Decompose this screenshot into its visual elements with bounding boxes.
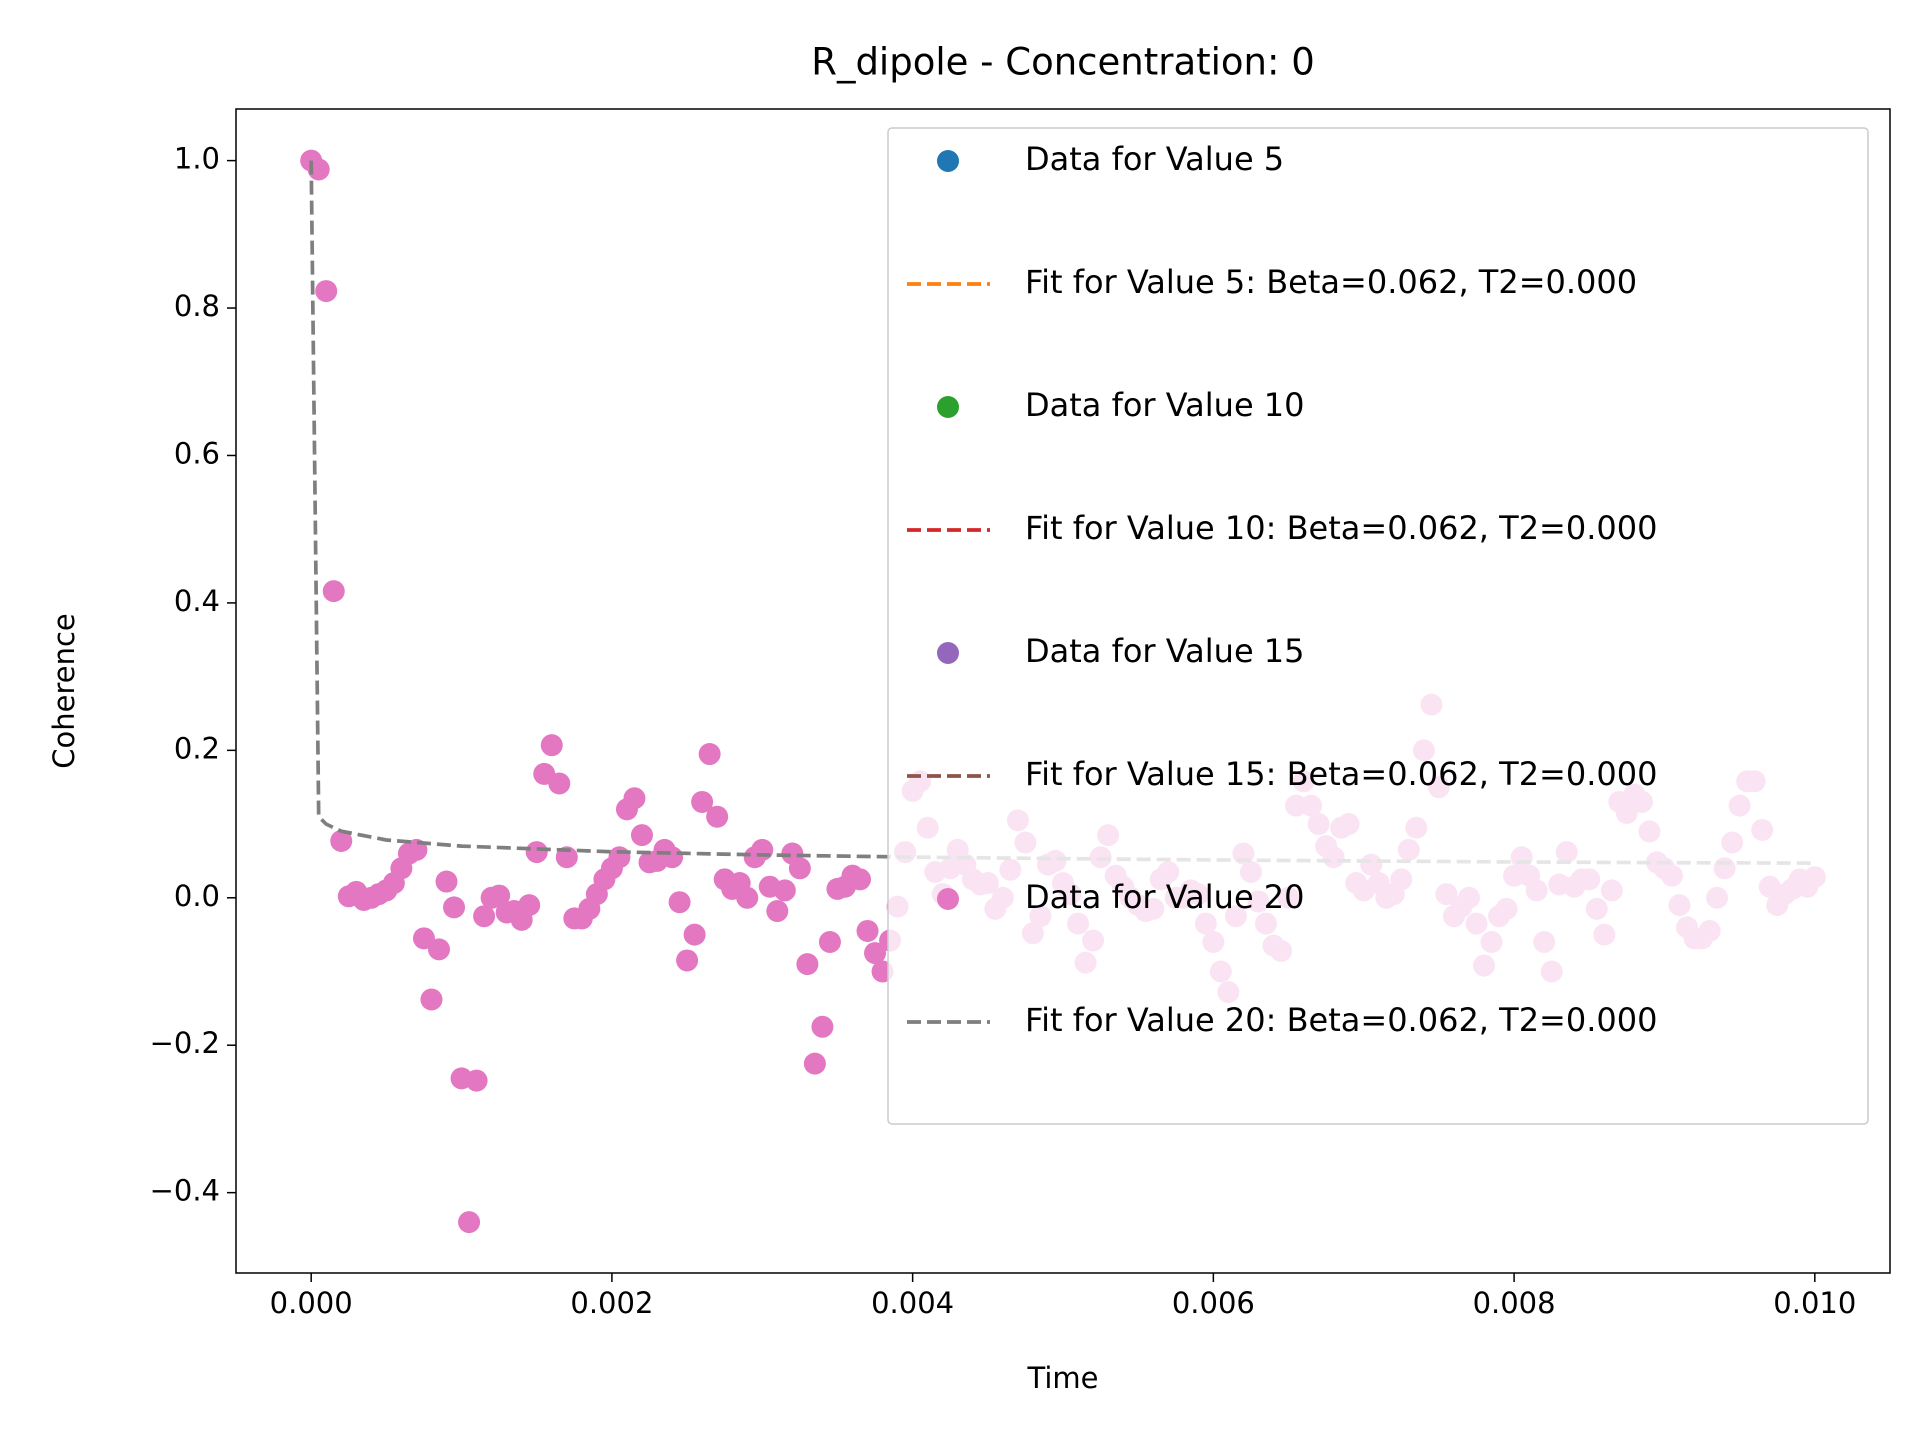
x-tick-label: 0.010 (1773, 1286, 1856, 1320)
y-axis-label: Coherence (47, 613, 81, 769)
data-point (458, 1211, 481, 1234)
data-point (540, 734, 563, 757)
y-tick-label: 0.2 (174, 731, 220, 765)
data-point (766, 900, 789, 923)
data-point (811, 1015, 834, 1038)
legend-label: Data for Value 15 (1025, 632, 1305, 670)
y-tick-label: 0.6 (174, 436, 220, 470)
data-point (555, 846, 578, 869)
data-point (465, 1069, 488, 1092)
data-point (608, 846, 631, 869)
legend-marker (937, 150, 959, 172)
x-axis-label: Time (1027, 1361, 1099, 1395)
y-tick-label: 0.0 (174, 879, 220, 913)
data-point (698, 743, 721, 766)
data-point (849, 868, 872, 891)
data-point (443, 896, 466, 919)
y-tick-label: 1.0 (174, 142, 220, 176)
data-point (668, 891, 691, 914)
data-point (435, 870, 458, 893)
data-point (691, 790, 714, 813)
x-tick-label: 0.002 (570, 1286, 653, 1320)
legend-label: Fit for Value 20: Beta=0.062, T2=0.000 (1025, 1001, 1657, 1039)
y-tick-label: 0.4 (174, 584, 220, 618)
y-tick-label: 0.8 (174, 289, 220, 323)
x-tick-label: 0.004 (871, 1286, 954, 1320)
legend-label: Fit for Value 5: Beta=0.062, T2=0.000 (1025, 263, 1637, 301)
legend: Data for Value 5 Fit for Value 5: Beta=0.… (887, 127, 1869, 1125)
legend-label: Fit for Value 10: Beta=0.062, T2=0.000 (1025, 509, 1657, 547)
data-point (683, 923, 706, 946)
data-point (548, 772, 571, 795)
data-point (518, 894, 541, 917)
x-tick-label: 0.000 (270, 1286, 353, 1320)
x-tick-label: 0.008 (1473, 1286, 1556, 1320)
chart-title: R_dipole - Concentration: 0 (811, 41, 1315, 84)
data-point (488, 884, 511, 907)
data-point (736, 886, 759, 909)
data-point (796, 953, 819, 976)
data-point (856, 919, 879, 942)
data-point (630, 824, 653, 847)
y-tick-label: −0.2 (150, 1026, 220, 1060)
data-point (427, 938, 450, 961)
x-tick-label: 0.006 (1172, 1286, 1255, 1320)
data-point (315, 280, 338, 303)
data-point (420, 988, 443, 1011)
data-point (412, 927, 435, 950)
legend-marker (937, 642, 959, 664)
legend-label: Data for Value 5 (1025, 140, 1284, 178)
data-point (773, 879, 796, 902)
legend-marker (937, 396, 959, 418)
data-point (661, 846, 684, 869)
legend-frame (887, 127, 1869, 1125)
data-point (473, 905, 496, 928)
legend-label: Fit for Value 15: Beta=0.062, T2=0.000 (1025, 755, 1657, 793)
data-point (307, 158, 330, 181)
data-point (623, 787, 646, 810)
data-point (525, 841, 548, 864)
data-point (751, 838, 774, 861)
plot-frame (235, 108, 1891, 1274)
data-point (864, 942, 887, 965)
data-point (330, 830, 353, 853)
data-point (818, 931, 841, 954)
data-point (676, 949, 699, 972)
y-tick-label: −0.4 (150, 1174, 220, 1208)
data-point (706, 805, 729, 828)
data-point (788, 857, 811, 880)
legend-label: Data for Value 10 (1025, 386, 1305, 424)
data-point (803, 1052, 826, 1075)
data-point (322, 580, 345, 603)
legend-marker (937, 888, 959, 910)
legend-label: Data for Value 20 (1025, 878, 1305, 916)
